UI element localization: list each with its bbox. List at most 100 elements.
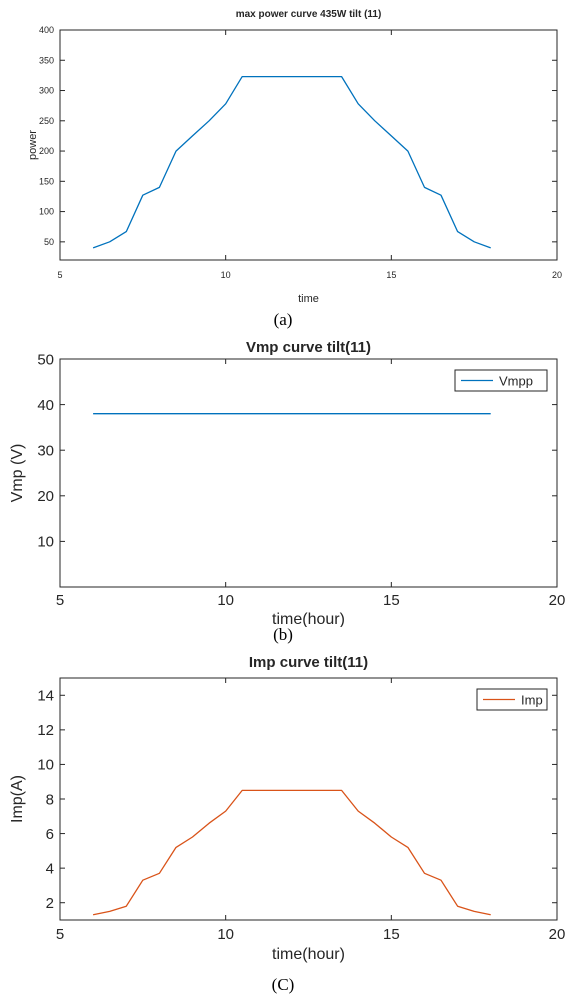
x-tick-label: 15 [383, 592, 400, 609]
legend-label: Imp [521, 693, 543, 708]
data-point [490, 247, 492, 249]
legend-box [454, 369, 548, 392]
y-tick-label: 8 [46, 791, 54, 808]
x-axis-label: time(hour) [272, 946, 345, 963]
x-tick-label: 5 [56, 592, 64, 609]
y-tick-label: 50 [44, 237, 54, 247]
chart-title: Vmp curve tilt(11) [246, 339, 371, 356]
data-point [374, 120, 376, 122]
data-point [390, 836, 392, 838]
y-tick-label: 350 [39, 55, 54, 65]
plot-area [59, 358, 558, 588]
data-point [357, 103, 359, 105]
x-tick-label: 15 [386, 270, 396, 280]
data-point [175, 150, 177, 152]
data-point [109, 910, 111, 912]
y-tick-label: 400 [39, 25, 54, 35]
y-tick-label: 2 [46, 895, 54, 912]
y-axis-label: Imp(A) [9, 775, 26, 823]
data-point [142, 879, 144, 881]
y-axis-label: power [27, 130, 39, 160]
imp-chart: 5 10 15 20 2 4 6 8 10 12 14 Imp curve tilt(11) time(… [9, 654, 566, 963]
series-line-imp [92, 789, 491, 916]
data-point [490, 413, 492, 415]
data-point [390, 135, 392, 137]
x-tick-label: 20 [552, 270, 562, 280]
chart-panel-imp: 5 10 15 20 2 4 6 8 10 12 14 Imp curve tilt(11) time(… [0, 650, 566, 1002]
data-point [125, 905, 127, 907]
y-tick-label: 30 [37, 442, 54, 459]
y-tick-label: 4 [46, 860, 54, 877]
x-axis-label: time(hour) [272, 611, 345, 627]
y-tick-label: 300 [39, 86, 54, 96]
data-point [457, 905, 459, 907]
y-tick-label: 14 [37, 688, 54, 705]
data-point [440, 879, 442, 881]
data-point [142, 194, 144, 196]
x-tick-label: 20 [549, 926, 566, 943]
data-point [324, 76, 326, 78]
data-point [258, 76, 260, 78]
data-point [407, 846, 409, 848]
x-tick-label: 15 [383, 926, 400, 943]
data-point [308, 76, 310, 78]
plot-area [59, 677, 558, 921]
data-point [109, 241, 111, 243]
data-point [175, 846, 177, 848]
data-point [92, 247, 94, 249]
data-point [241, 76, 243, 78]
data-point [490, 914, 492, 916]
y-tick-label: 20 [37, 488, 54, 505]
data-point [291, 789, 293, 791]
data-point [241, 789, 243, 791]
caption-a: (a) [273, 310, 293, 329]
power-chart: 5 10 15 20 50 100 150 200 250 300 350 400 max power … [27, 9, 562, 305]
data-point [92, 413, 94, 415]
data-point [423, 872, 425, 874]
y-tick-label: 10 [37, 757, 54, 774]
y-tick-label: 150 [39, 176, 54, 186]
data-point [457, 231, 459, 233]
data-point [324, 789, 326, 791]
data-point [208, 822, 210, 824]
data-point [158, 186, 160, 188]
caption-c: (C) [271, 975, 295, 994]
data-point [473, 241, 475, 243]
chart-panel-vmp: 5 10 15 20 10 20 30 40 50 Vmp curve tilt(11) time(… [0, 335, 566, 650]
series-line-0 [92, 75, 491, 249]
y-tick-label: 10 [37, 534, 54, 551]
plot-area [59, 29, 558, 261]
data-point [225, 810, 227, 812]
y-tick-label: 50 [37, 351, 54, 368]
data-point [92, 914, 94, 916]
data-point [125, 231, 127, 233]
data-point [440, 194, 442, 196]
data-point [291, 76, 293, 78]
caption-b: (b) [273, 625, 293, 644]
data-point [274, 76, 276, 78]
y-tick-label: 40 [37, 397, 54, 414]
data-point [225, 103, 227, 105]
chart-title: Imp curve tilt(11) [249, 654, 368, 671]
y-tick-label: 6 [46, 826, 54, 843]
chart-title: max power curve 435W tilt (11) [236, 9, 382, 20]
chart-panel-power: 5 10 15 20 50 100 150 200 250 300 350 400 max power … [0, 0, 566, 335]
data-point [308, 789, 310, 791]
data-point [423, 186, 425, 188]
data-point [274, 789, 276, 791]
y-tick-label: 12 [37, 722, 54, 739]
data-point [258, 789, 260, 791]
data-point [407, 150, 409, 152]
data-point [473, 910, 475, 912]
x-tick-label: 5 [56, 926, 64, 943]
x-tick-label: 10 [221, 270, 231, 280]
y-tick-label: 100 [39, 207, 54, 217]
data-point [341, 76, 343, 78]
x-tick-label: 20 [549, 592, 566, 609]
x-tick-label: 5 [57, 270, 62, 280]
legend-label: Vmpp [499, 374, 533, 389]
data-point [208, 120, 210, 122]
data-point [192, 135, 194, 137]
y-tick-label: 250 [39, 116, 54, 126]
data-point [341, 789, 343, 791]
